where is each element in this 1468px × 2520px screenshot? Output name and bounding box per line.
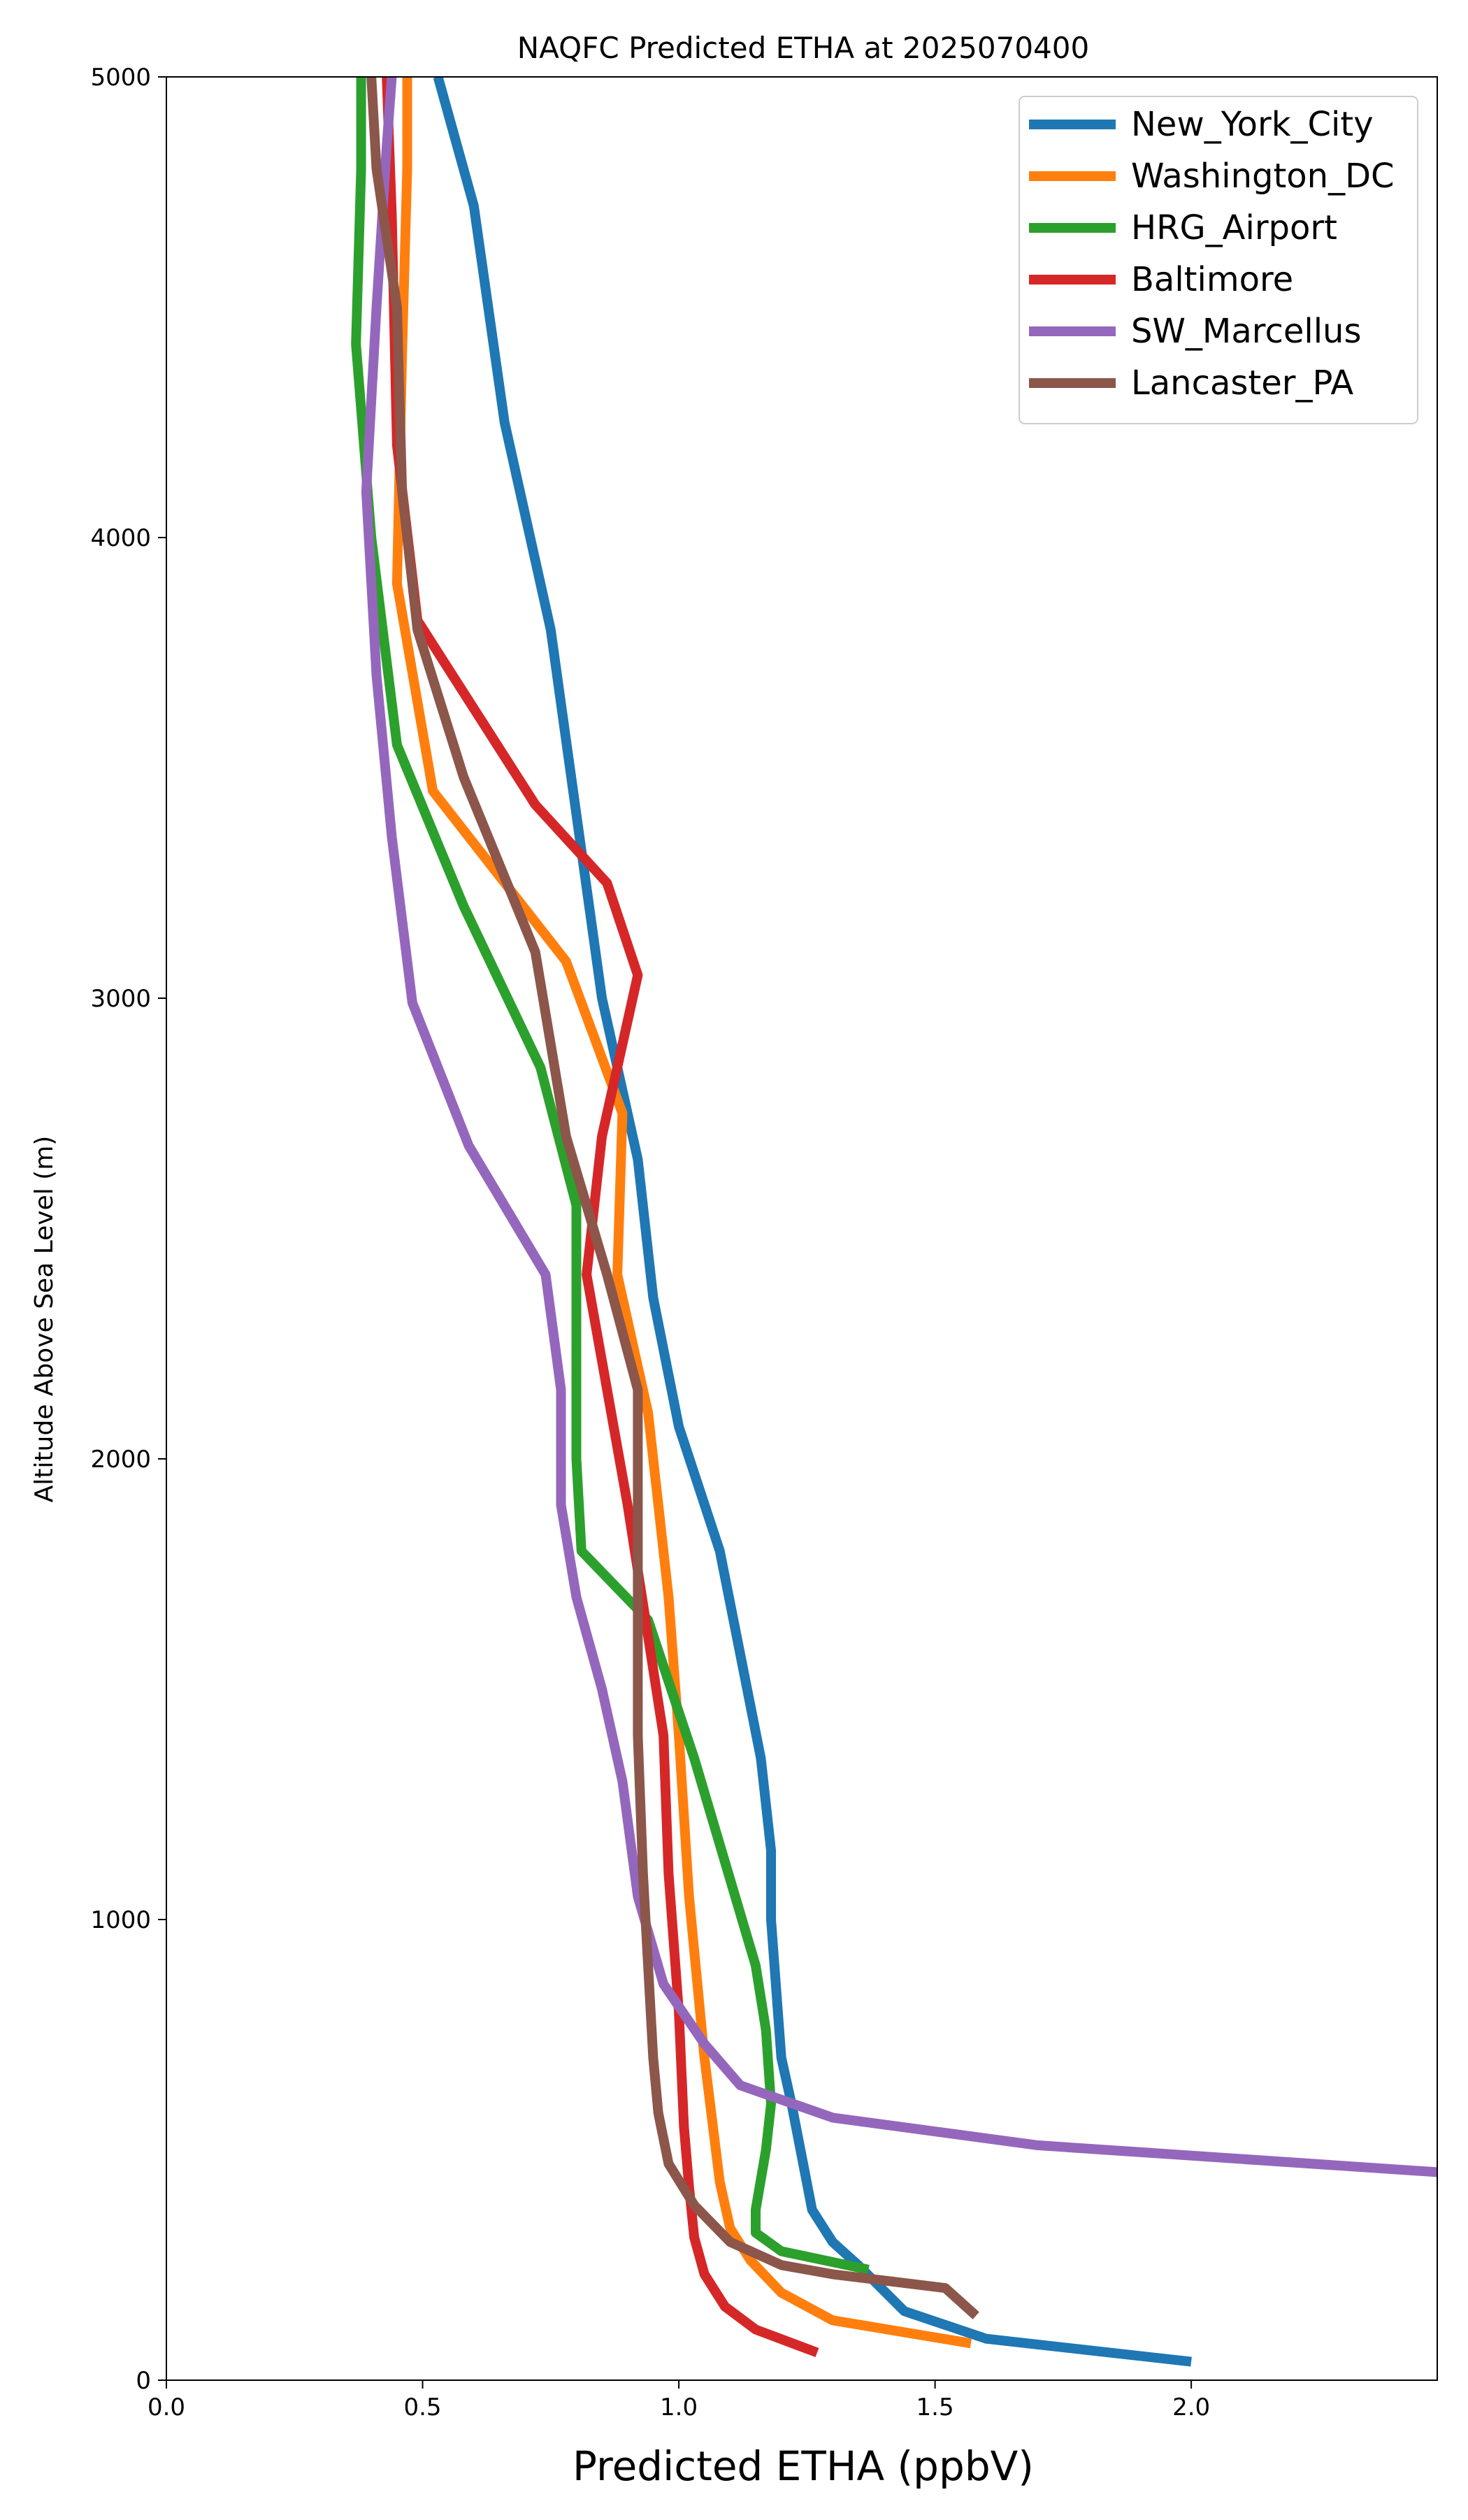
y-axis: 0 1000 2000 3000 4000 5000: [90, 64, 166, 2395]
y-tick-label: 3000: [90, 985, 151, 1013]
x-tick-label: 0.5: [403, 2393, 441, 2421]
legend-entry: Washington_DC: [1131, 157, 1395, 196]
x-axis: 0.0 0.5 1.0 1.5 2.0: [147, 2380, 1210, 2421]
chart-title: NAQFC Predicted ETHA at 2025070400: [517, 31, 1089, 65]
series-line-new-york-city: [433, 77, 1192, 2367]
series-line-hrg-airport: [351, 77, 870, 2275]
x-tick-label: 0.0: [147, 2393, 185, 2421]
legend: New_York_City Washington_DC HRG_Airport Bal…: [1019, 96, 1418, 424]
y-tick-label: 1000: [90, 1906, 151, 1934]
series-line-lancaster-pa: [366, 77, 979, 2319]
y-tick-label: 2000: [90, 1446, 151, 1474]
y-tick-label: 5000: [90, 64, 151, 92]
legend-box: [1019, 96, 1418, 424]
x-tick-label: 1.5: [916, 2393, 954, 2421]
legend-entry: New_York_City: [1131, 105, 1374, 144]
legend-entry: SW_Marcellus: [1131, 312, 1361, 351]
plot-area: [351, 77, 1437, 2367]
series-line-sw-marcellus: [361, 77, 1437, 2177]
legend-entry: HRG_Airport: [1131, 208, 1337, 247]
x-tick-label: 1.0: [660, 2393, 698, 2421]
plot-frame: [166, 76, 1438, 2381]
x-tick-label: 2.0: [1172, 2393, 1210, 2421]
y-tick-label: 0: [136, 2367, 151, 2395]
series-line-baltimore: [382, 77, 819, 2358]
legend-entry: Lancaster_PA: [1131, 363, 1353, 403]
legend-entry: Baltimore: [1131, 260, 1293, 299]
y-tick-label: 4000: [90, 524, 151, 552]
series-line-washington-dc: [391, 77, 972, 2349]
x-axis-label: Predicted ETHA (ppbV): [573, 2442, 1034, 2490]
y-axis-label: Altitude Above Sea Level (m): [30, 1136, 59, 1503]
